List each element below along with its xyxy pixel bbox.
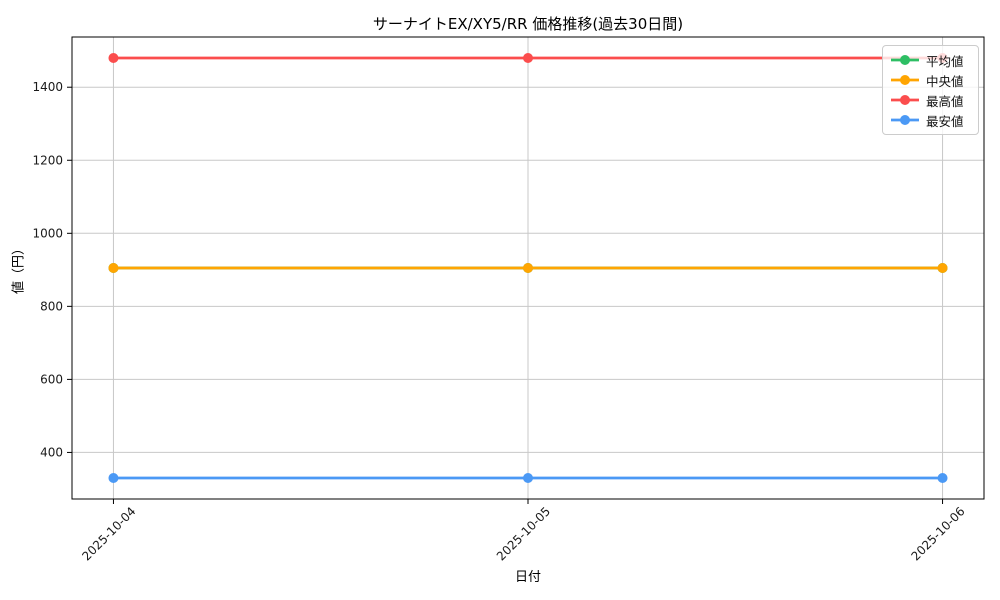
legend-item-label: 最高値	[926, 93, 964, 109]
chart-title: サーナイトEX/XY5/RR 価格推移(過去30日間)	[372, 15, 684, 33]
y-tick-label: 800	[40, 299, 63, 313]
legend: 平均値中央値最高値最安値	[882, 45, 979, 135]
data-point-marker	[108, 473, 119, 483]
y-tick-label: 400	[40, 445, 63, 459]
y-tick-label: 1200	[32, 153, 63, 167]
legend-item: 平均値	[890, 51, 971, 69]
y-tick-label: 1000	[32, 226, 63, 240]
legend-marker-icon	[891, 55, 919, 65]
legend-item: 最安値	[890, 111, 971, 129]
legend-marker-icon	[891, 115, 919, 125]
data-point-marker	[523, 53, 533, 63]
y-tick-label: 600	[40, 372, 63, 386]
x-tick-label: 2025-10-06	[908, 504, 967, 563]
legend-marker-icon	[891, 95, 919, 105]
legend-item-label: 平均値	[926, 53, 964, 69]
x-axis-label: 日付	[514, 570, 541, 585]
data-point-marker	[937, 473, 948, 483]
data-point-marker	[523, 473, 533, 483]
data-point-marker	[937, 263, 948, 273]
x-tick-label: 2025-10-05	[494, 504, 553, 563]
legend-item: 最高値	[890, 91, 971, 109]
legend-item: 中央値	[890, 71, 971, 89]
legend-marker-icon	[891, 75, 919, 85]
x-tick-label: 2025-10-04	[79, 504, 138, 563]
y-tick-label: 1400	[32, 80, 63, 94]
data-point-marker	[108, 53, 119, 63]
data-point-marker	[523, 263, 533, 273]
legend-item-label: 中央値	[926, 73, 964, 89]
data-point-marker	[108, 263, 119, 273]
legend-item-label: 最安値	[926, 113, 964, 129]
y-axis-label: 値（円）	[11, 241, 27, 295]
